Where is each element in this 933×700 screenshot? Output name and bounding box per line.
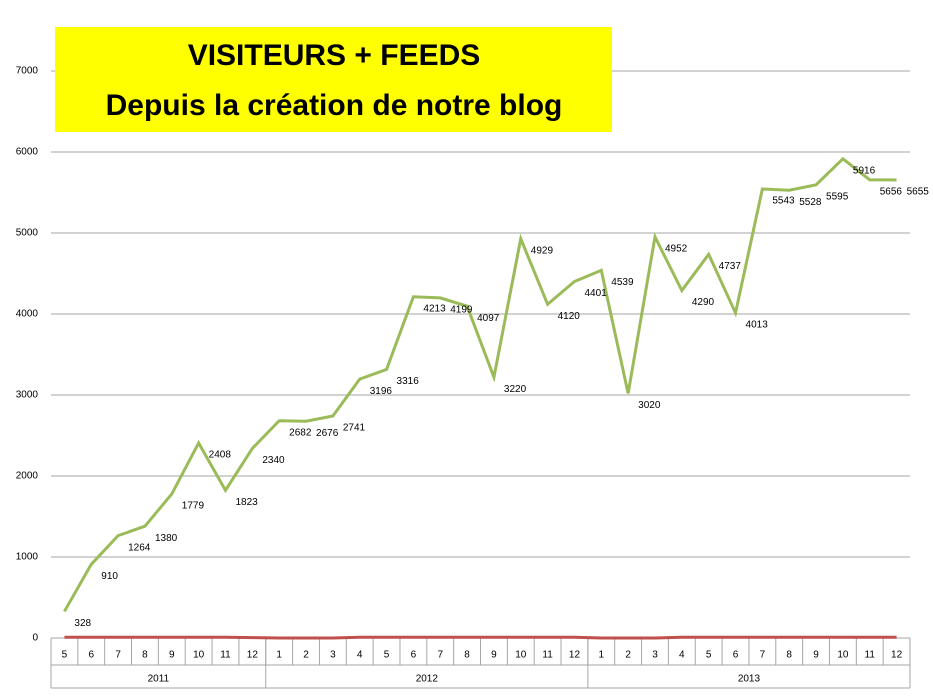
data-label: 4401: [584, 288, 607, 299]
x-tick-label: 11: [542, 650, 553, 661]
x-tick-label: 1: [599, 650, 605, 661]
data-label: 910: [101, 571, 118, 582]
data-label: 5656: [880, 187, 903, 198]
data-label: 1264: [128, 542, 151, 553]
x-tick-label: 8: [786, 650, 792, 661]
y-tick-label: 3000: [16, 390, 39, 401]
data-label: 4737: [719, 261, 742, 272]
data-label: 2340: [262, 455, 285, 466]
data-label: 3020: [638, 400, 661, 411]
data-line: [64, 635, 897, 640]
x-tick-label: 10: [837, 650, 849, 661]
data-label: 2676: [316, 428, 339, 439]
data-label: 4952: [665, 244, 688, 255]
x-tick-label: 9: [169, 650, 175, 661]
x-tick-label: 7: [437, 650, 443, 661]
x-tick-label: 8: [142, 650, 148, 661]
x-tick-label: 12: [891, 650, 903, 661]
title-background: [55, 27, 612, 132]
data-label: 4120: [558, 311, 581, 322]
x-tick-label: 3: [330, 650, 336, 661]
y-tick-label: 6000: [16, 147, 39, 158]
x-tick-label: 12: [247, 650, 259, 661]
x-tick-label: 9: [813, 650, 819, 661]
x-tick-label: 5: [384, 650, 390, 661]
x-tick-label: 11: [220, 650, 231, 661]
data-label: 4199: [450, 305, 473, 316]
y-tick-label: 7000: [16, 66, 39, 77]
data-label: 4097: [477, 313, 500, 324]
x-tick-label: 6: [733, 650, 739, 661]
x-tick-label: 12: [569, 650, 581, 661]
x-group-label: 2013: [738, 674, 761, 685]
chart-subtitle: Depuis la création de notre blog: [106, 89, 563, 122]
data-label: 5916: [853, 165, 876, 176]
data-label: 4213: [423, 303, 446, 314]
y-tick-label: 1000: [16, 552, 39, 563]
x-tick-label: 5: [706, 650, 712, 661]
y-tick-label: 2000: [16, 471, 39, 482]
x-group-label: 2011: [148, 674, 170, 685]
data-line: [63, 156, 897, 613]
data-label: 5595: [826, 191, 849, 202]
data-label: 5528: [799, 197, 822, 208]
x-tick-label: 3: [652, 650, 658, 661]
x-tick-label: 8: [464, 650, 470, 661]
data-label: 4290: [692, 297, 715, 308]
data-label: 328: [74, 618, 91, 629]
x-tick-label: 1: [276, 650, 282, 661]
x-tick-label: 5: [62, 650, 68, 661]
y-tick-label: 0: [32, 633, 38, 644]
data-label: 3220: [504, 384, 527, 395]
x-tick-label: 10: [193, 650, 205, 661]
y-tick-label: 5000: [16, 228, 39, 239]
x-tick-label: 11: [865, 650, 876, 661]
x-tick-label: 4: [357, 650, 363, 661]
x-tick-label: 10: [515, 650, 527, 661]
data-label: 3196: [370, 386, 393, 397]
data-label: 5655: [907, 187, 930, 198]
x-tick-label: 2: [625, 650, 631, 661]
x-tick-label: 6: [88, 650, 94, 661]
data-label: 5543: [772, 196, 795, 207]
data-label: 4013: [746, 320, 769, 331]
data-label: 2408: [209, 450, 232, 461]
x-tick-label: 7: [115, 650, 121, 661]
data-label: 3316: [397, 376, 420, 387]
data-label: 1779: [182, 501, 205, 512]
x-tick-label: 9: [491, 650, 497, 661]
x-tick-label: 6: [411, 650, 417, 661]
x-group-label: 2012: [416, 674, 439, 685]
data-label: 4539: [611, 277, 634, 288]
data-label: 1380: [155, 533, 178, 544]
data-label: 2682: [289, 427, 312, 438]
chart-title: VISITEURS + FEEDS: [188, 39, 481, 72]
x-tick-label: 4: [679, 650, 685, 661]
x-tick-label: 7: [760, 650, 766, 661]
x-tick-label: 2: [303, 650, 309, 661]
data-label: 2741: [343, 423, 366, 434]
data-label: 4929: [531, 245, 554, 256]
data-label: 1823: [235, 497, 258, 508]
y-tick-label: 4000: [16, 309, 39, 320]
